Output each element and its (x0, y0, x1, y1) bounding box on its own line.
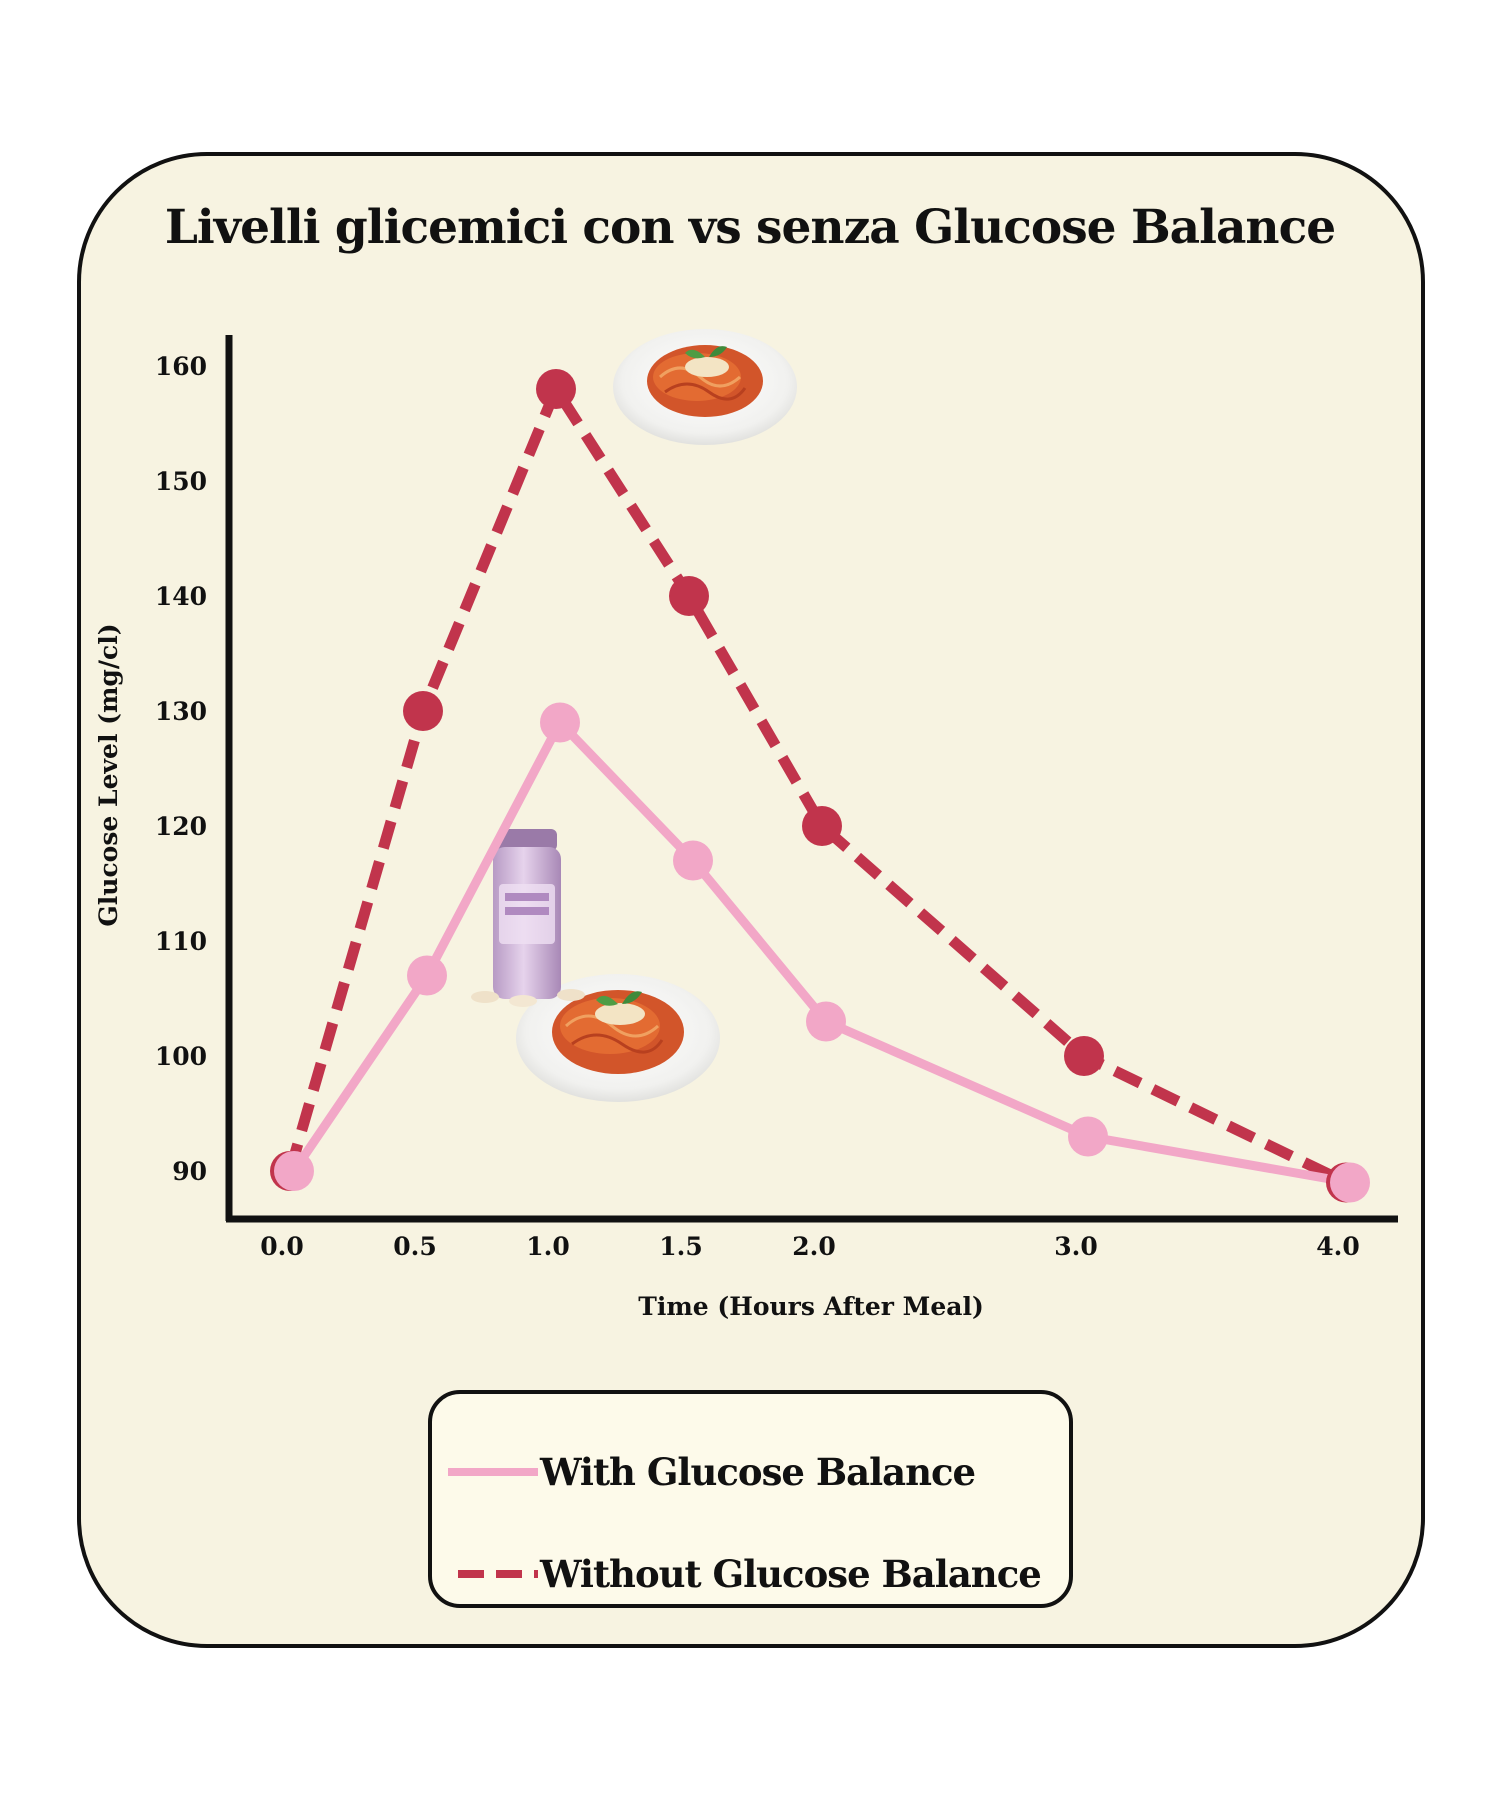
y-tick-label: 140 (155, 582, 207, 611)
y-tick-label: 130 (155, 697, 207, 726)
y-tick-label: 90 (172, 1157, 207, 1186)
legend-label: Without Glucose Balance (540, 1552, 1042, 1596)
legend-item-with: With Glucose Balance (448, 1442, 976, 1502)
data-point-with (673, 840, 713, 881)
data-point-without (669, 576, 709, 616)
y-axis-label: Glucose Level (mg/cl) (94, 623, 123, 926)
legend-label: With Glucose Balance (540, 1450, 976, 1494)
y-tick-label: 120 (155, 812, 207, 841)
y-tick-labels: 90 100 110 120 130 140 150 160 (155, 352, 207, 1186)
data-point-without (403, 691, 443, 731)
data-point-with (1330, 1162, 1370, 1203)
y-tick-label: 160 (155, 352, 207, 381)
series-layer (270, 369, 1370, 1203)
data-point-without (802, 806, 842, 846)
data-point-with (540, 702, 580, 743)
data-point-with (407, 955, 447, 996)
x-tick-label: 0.5 (393, 1232, 437, 1261)
legend-swatch-solid (448, 1468, 538, 1476)
series-line-without (284, 377, 1349, 1188)
data-point-without (1064, 1036, 1104, 1076)
x-tick-label: 1.0 (526, 1232, 570, 1261)
data-point-with (806, 1001, 846, 1042)
data-point-with (274, 1151, 314, 1191)
supplement-bottle-icon (471, 829, 585, 1007)
data-point-without (536, 369, 576, 409)
y-tick-label: 110 (155, 927, 207, 956)
x-tick-label: 1.5 (659, 1232, 703, 1261)
chart-title: Livelli glicemici con vs senza Glucose B… (164, 200, 1336, 255)
x-tick-label: 2.0 (792, 1232, 836, 1261)
pasta-plate-icon (516, 974, 720, 1102)
x-tick-label: 0.0 (260, 1232, 304, 1261)
x-tick-label: 4.0 (1316, 1232, 1360, 1261)
data-point-with (1068, 1116, 1108, 1157)
x-tick-label: 3.0 (1054, 1232, 1098, 1261)
legend-swatch-dashed (448, 1570, 538, 1578)
x-tick-labels: 0.0 0.5 1.0 1.5 2.0 3.0 4.0 (260, 1232, 1360, 1261)
pasta-plate-icon (613, 329, 797, 445)
y-tick-label: 150 (155, 467, 207, 496)
y-tick-label: 100 (155, 1042, 207, 1071)
legend: With Glucose Balance Without Glucose Bal… (428, 1390, 1073, 1608)
x-axis-label: Time (Hours After Meal) (638, 1292, 984, 1321)
legend-item-without: Without Glucose Balance (448, 1544, 1042, 1604)
